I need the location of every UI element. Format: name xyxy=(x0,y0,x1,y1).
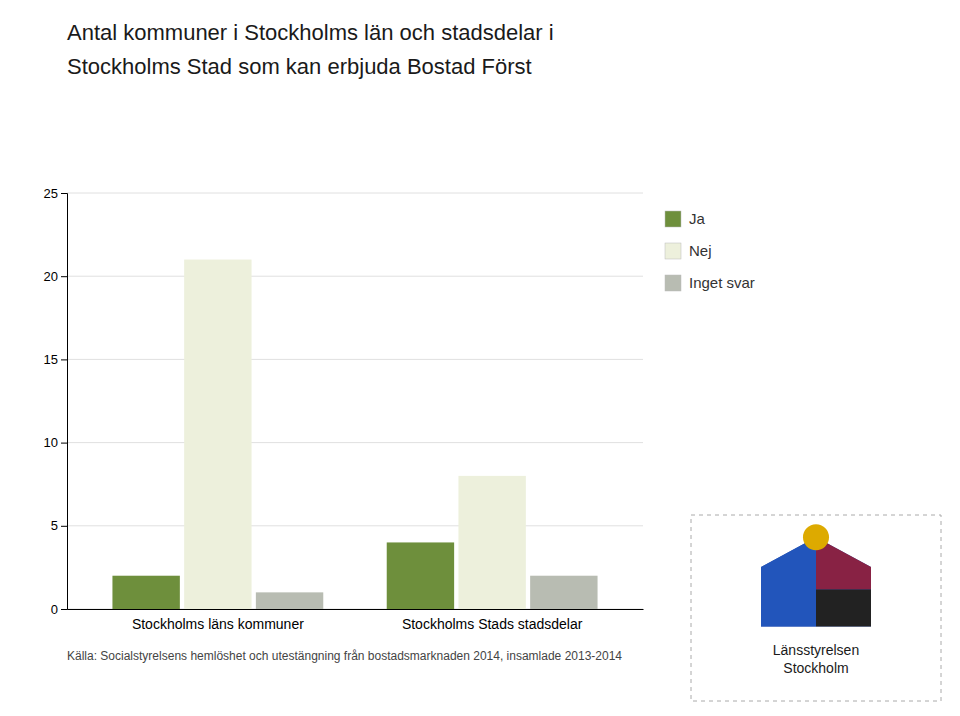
tick-label: 25 xyxy=(44,186,58,201)
logo-crown xyxy=(803,524,829,550)
bar-series xyxy=(112,542,454,609)
y-axis: 0 5 10 15 20 25 xyxy=(44,186,68,617)
legend-item: Inget svar xyxy=(665,274,755,291)
tick-label: 0 xyxy=(51,602,58,617)
tick-mark xyxy=(61,526,67,527)
x-tick: Stockholms Stads stadsdelar xyxy=(402,616,583,632)
axis-domain xyxy=(68,609,644,610)
tick-label: Stockholms Stads stadsdelar xyxy=(402,616,583,632)
tick-mark xyxy=(61,359,67,360)
x-tick: Stockholms läns kommuner xyxy=(132,616,304,632)
y-tick: 5 xyxy=(51,518,67,533)
tick-label: 5 xyxy=(51,518,58,533)
legend-item: Ja xyxy=(665,210,706,227)
logo-shield-part xyxy=(816,589,871,626)
logo: Länsstyrelsen Stockholm xyxy=(691,515,941,701)
x-axis: Stockholms läns kommuner Stockholms Stads… xyxy=(68,610,644,632)
grid-line xyxy=(67,525,643,526)
legend-swatch xyxy=(665,211,681,227)
legend-swatch xyxy=(665,275,681,291)
legend: Ja Nej Inget svar xyxy=(665,210,755,291)
y-tick: 25 xyxy=(44,186,67,201)
tick-mark xyxy=(61,193,67,194)
tick-label: 10 xyxy=(44,435,58,450)
bar xyxy=(387,542,454,609)
legend-item: Nej xyxy=(665,242,712,259)
y-tick: 10 xyxy=(44,435,67,450)
logo-frame xyxy=(691,515,941,701)
bar xyxy=(112,576,179,609)
bar xyxy=(184,260,251,609)
bar xyxy=(458,476,525,609)
logo-shield xyxy=(761,537,871,626)
grid-line xyxy=(67,442,643,443)
bar-series xyxy=(184,260,526,609)
axis-domain xyxy=(61,194,68,610)
logo-text: Länsstyrelsen xyxy=(773,642,859,658)
y-tick: 15 xyxy=(44,352,67,367)
y-tick: 20 xyxy=(44,269,67,284)
legend-label: Inget svar xyxy=(689,274,755,291)
bars xyxy=(112,260,597,609)
legend-label: Ja xyxy=(689,210,706,227)
logo-text: Stockholm xyxy=(783,660,848,676)
title: Stockholms Stad som kan erbjuda Bostad F… xyxy=(67,54,532,79)
caption: Källa: Socialstyrelsens hemlöshet och ut… xyxy=(67,649,622,663)
tick-label: 20 xyxy=(44,269,58,284)
tick-mark xyxy=(61,609,67,610)
y-tick: 0 xyxy=(51,602,67,617)
tick-mark xyxy=(61,276,67,277)
chart-root: Antal kommuner i Stockholms län och stad… xyxy=(0,0,960,716)
grid-line xyxy=(67,359,643,360)
bar xyxy=(256,592,323,609)
bar-series xyxy=(256,576,598,609)
tick-label: 15 xyxy=(44,352,58,367)
grid xyxy=(67,193,643,609)
tick-mark xyxy=(61,443,67,444)
grid-line xyxy=(67,276,643,277)
logo-shield-part xyxy=(761,537,816,626)
grid-line xyxy=(67,193,643,194)
title: Antal kommuner i Stockholms län och stad… xyxy=(67,20,554,45)
tick-label: Stockholms läns kommuner xyxy=(132,616,304,632)
bar xyxy=(530,576,597,609)
legend-label: Nej xyxy=(689,242,712,259)
legend-swatch xyxy=(665,243,681,259)
